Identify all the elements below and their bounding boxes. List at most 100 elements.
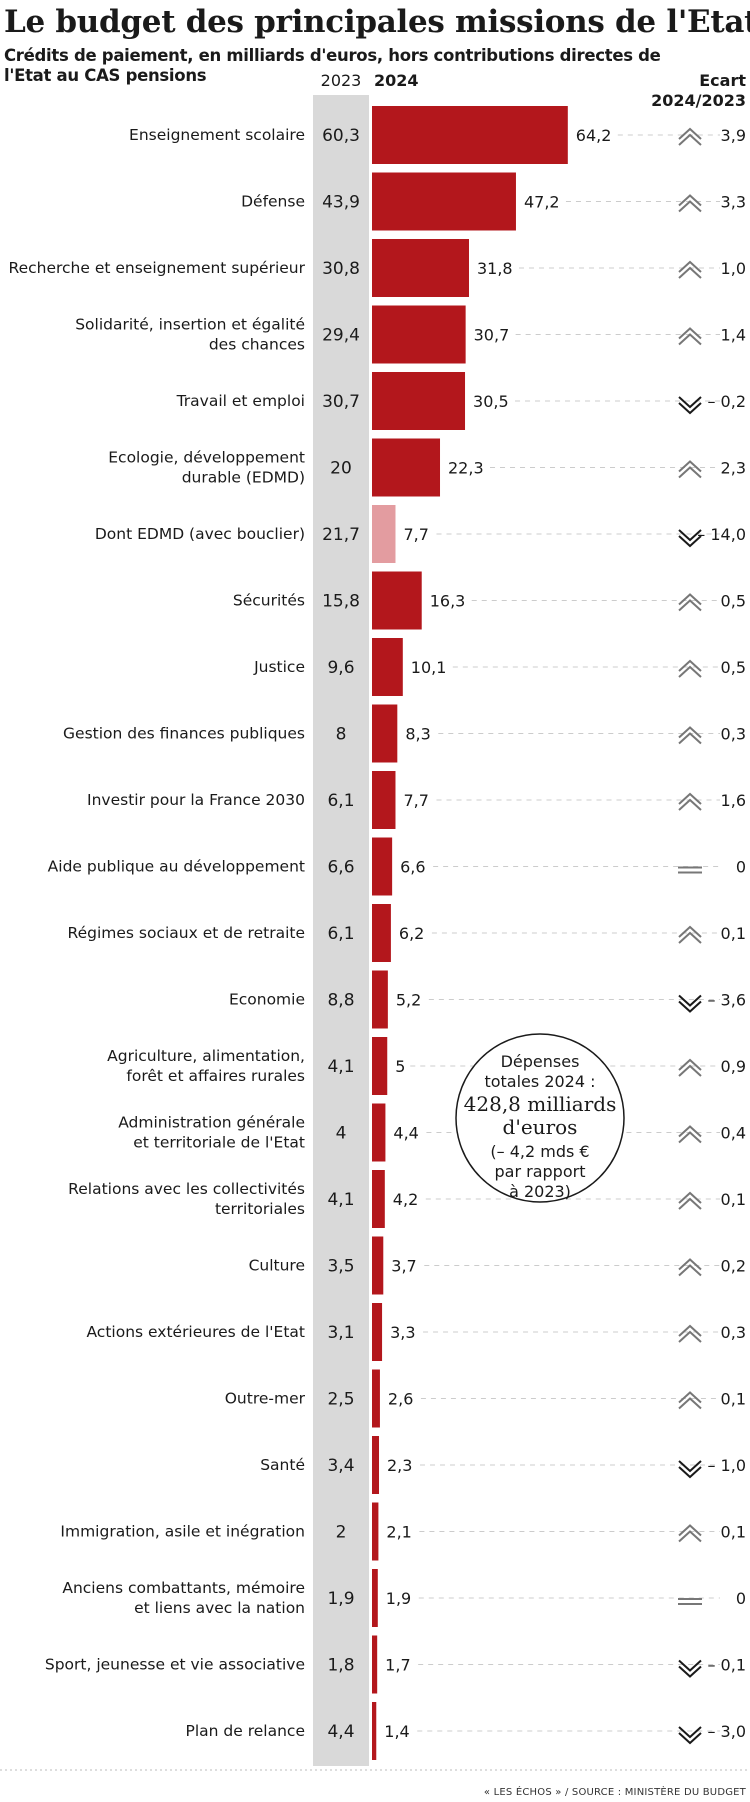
value-2024-label: 64,2 <box>576 126 612 145</box>
ecart-value-label: 0,5 <box>721 658 746 677</box>
category-label: Solidarité, insertion et égalité des chan… <box>75 316 305 354</box>
value-2024-label: 30,7 <box>474 326 510 345</box>
arrow-down-icon <box>678 1726 702 1745</box>
value-2024-label: 1,9 <box>386 1589 411 1608</box>
value-2024-label: 6,2 <box>399 924 424 943</box>
value-2023-label: 2 <box>336 1523 347 1543</box>
arrow-down-icon <box>678 529 702 548</box>
category-label: Anciens combattants, mémoire et liens ave… <box>62 1579 305 1617</box>
ecart-value-label: 0 <box>736 1589 746 1608</box>
value-2024-label: 1,4 <box>384 1722 409 1741</box>
category-label: Enseignement scolaire <box>129 126 305 144</box>
arrow-up-icon <box>678 593 702 612</box>
category-label-line: Gestion des finances publiques <box>63 725 305 743</box>
callout-text: Dépenses <box>501 1052 580 1071</box>
value-2023-label: 4 <box>336 1124 347 1144</box>
category-label: Sport, jeunesse et vie associative <box>45 1656 305 1674</box>
value-2023-label: 9,6 <box>327 658 354 678</box>
ecart-value-label: – 3,6 <box>707 991 746 1010</box>
category-label: Sécurités <box>233 592 305 610</box>
category-label: Justice <box>253 658 305 676</box>
category-label-line: Aide publique au développement <box>48 858 305 876</box>
arrow-up-icon <box>678 1391 702 1410</box>
category-label: Dont EDMD (avec bouclier) <box>95 525 305 543</box>
arrow-down-icon <box>678 1460 702 1479</box>
bar-2024 <box>372 704 398 763</box>
bar-2024 <box>372 305 466 364</box>
ecart-value-label: 0,3 <box>721 725 746 744</box>
category-label-line: Ecologie, développement <box>108 449 305 467</box>
value-2023-label: 6,1 <box>327 924 354 944</box>
bar-2024 <box>372 1436 380 1494</box>
category-label: Outre-mer <box>225 1390 306 1408</box>
bar-2024 <box>372 438 441 497</box>
bar-2024 <box>372 1303 383 1361</box>
value-2023-label: 3,4 <box>327 1456 354 1476</box>
ecart-value-label: 0,4 <box>721 1124 746 1143</box>
value-2024-label: 4,4 <box>393 1124 418 1143</box>
bar-2024 <box>372 372 466 430</box>
value-2023-label: 20 <box>330 459 352 479</box>
ecart-value-label: 0,3 <box>721 1323 746 1342</box>
category-label-line: durable (EDMD) <box>182 469 305 487</box>
bar-2024 <box>372 106 568 164</box>
category-label: Immigration, asile et inégration <box>60 1523 305 1541</box>
bar-2024 <box>372 904 391 962</box>
header-2024: 2024 <box>374 71 419 90</box>
ecart-value-label: – 0,1 <box>707 1656 746 1675</box>
arrow-up-icon <box>678 260 702 279</box>
value-2023-label: 6,1 <box>327 791 354 811</box>
category-label-line: Sécurités <box>233 592 305 610</box>
ecart-value-label: 0,5 <box>721 592 746 611</box>
column-2023-background <box>313 95 369 1766</box>
bar-2024 <box>372 837 393 896</box>
arrow-up-icon <box>678 127 702 146</box>
category-label-line: Régimes sociaux et de retraite <box>68 924 305 942</box>
arrow-up-icon <box>678 327 702 346</box>
arrow-up-icon <box>678 1524 702 1543</box>
value-2023-label: 6,6 <box>327 858 354 878</box>
bar-2024 <box>372 1569 378 1627</box>
value-2023-label: 30,8 <box>322 259 360 279</box>
value-2024-label: 22,3 <box>448 459 484 478</box>
value-2024-label: 7,7 <box>403 525 428 544</box>
equal-icon <box>678 1598 702 1605</box>
category-label-line: Administration générale <box>118 1114 305 1132</box>
ecart-value-label: 0,1 <box>721 1390 746 1409</box>
category-label-line: Agriculture, alimentation, <box>107 1047 305 1065</box>
bar-2024 <box>372 571 422 630</box>
bar-2024 <box>372 1037 388 1095</box>
arrow-up-icon <box>678 194 702 213</box>
category-label: Economie <box>229 991 305 1009</box>
bar-2024 <box>372 239 469 297</box>
category-label: Ecologie, développement durable (EDMD) <box>108 449 305 487</box>
bar-2024 <box>372 1236 384 1295</box>
category-label-line: Relations avec les collectivités <box>68 1180 305 1198</box>
category-label: Gestion des finances publiques <box>63 725 305 743</box>
callout-text: totales 2024 : <box>484 1072 595 1091</box>
arrow-up-icon <box>678 1125 702 1144</box>
chart-subtitle: Crédits de paiement, en milliards d'euro… <box>4 46 661 85</box>
value-2023-label: 15,8 <box>322 592 360 612</box>
category-label: Investir pour la France 2030 <box>87 791 305 809</box>
header-ecart-years: 2024/2023 <box>651 91 746 110</box>
category-label-line: territoriales <box>215 1200 305 1218</box>
value-2024-label: 31,8 <box>477 259 513 278</box>
category-label-line: Défense <box>241 193 305 211</box>
ecart-value-label: 0,1 <box>721 1190 746 1209</box>
value-2024-label: 16,3 <box>430 592 466 611</box>
category-label: Culture <box>249 1257 305 1275</box>
category-label: Aide publique au développement <box>48 858 305 876</box>
bar-2024 <box>372 1702 377 1760</box>
category-label-line: Recherche et enseignement supérieur <box>9 259 306 277</box>
value-2024-label: 8,3 <box>405 725 430 744</box>
callout-text: par rapport <box>495 1162 586 1181</box>
bar-2024 <box>372 1635 378 1694</box>
arrow-down-icon <box>678 994 702 1013</box>
value-2023-label: 8 <box>336 725 347 745</box>
value-2023-label: 3,1 <box>327 1323 354 1343</box>
value-2024-label: 3,7 <box>391 1257 416 1276</box>
value-2023-label: 1,9 <box>327 1589 354 1609</box>
total-callout-circle <box>455 1033 625 1203</box>
